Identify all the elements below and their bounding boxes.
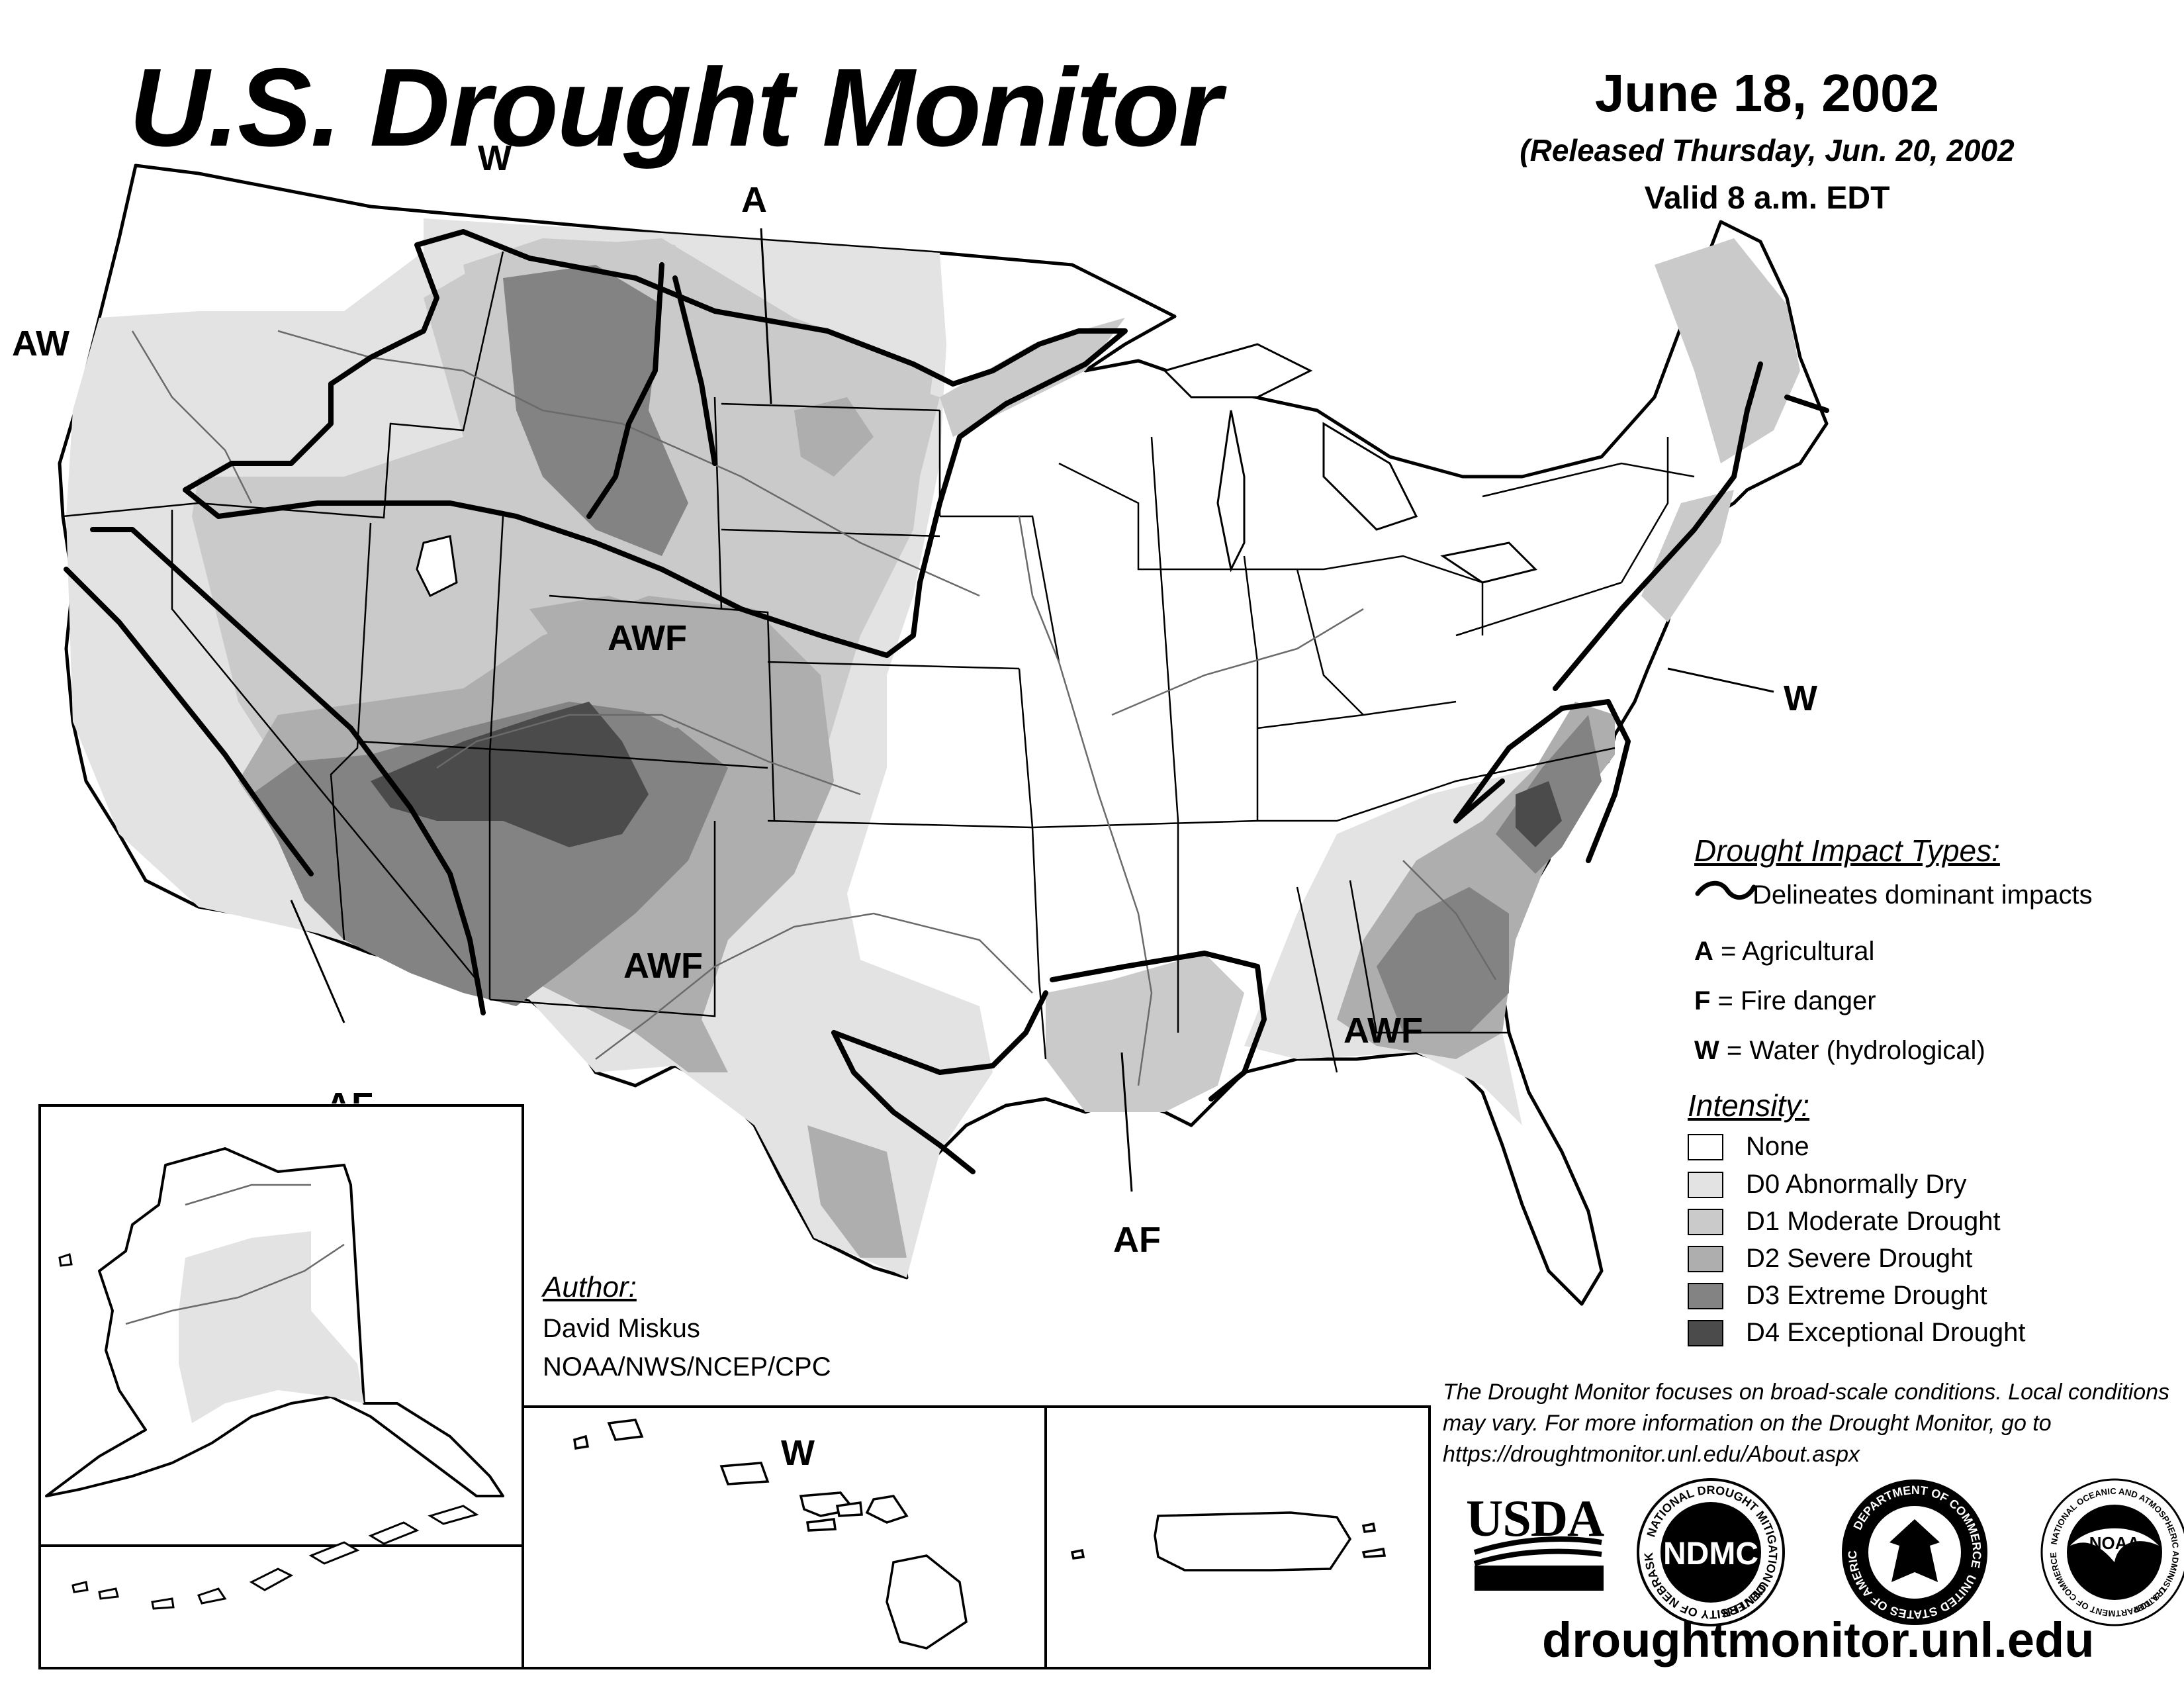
alaska-inset xyxy=(45,1147,504,1610)
intensity-d1: D1 Moderate Drought xyxy=(1746,1207,2001,1236)
valid-time: Valid 8 a.m. EDT xyxy=(1644,181,1890,216)
impact-types-heading: Drought Impact Types: xyxy=(1694,833,2000,868)
delineates-label: Delineates dominant impacts xyxy=(1752,880,2093,910)
label-awf-southeast: AWF xyxy=(1343,1011,1423,1051)
label-w-hawaii: W xyxy=(781,1433,815,1473)
usda-logo-base xyxy=(1475,1566,1604,1591)
drought-shading xyxy=(66,218,1800,1278)
swatch-d0 xyxy=(1688,1172,1723,1198)
page-title: U.S. Drought Monitor xyxy=(129,45,1222,169)
usda-logo-text: USDA xyxy=(1466,1489,1604,1547)
noaa-seal: NATIONAL OCEANIC AND ATMOSPHERIC ADMINIS… xyxy=(2040,1478,2184,1626)
impact-agricultural: A = Agricultural xyxy=(1694,937,1875,966)
delineate-symbol xyxy=(1695,880,1756,900)
intensity-none: None xyxy=(1746,1132,1809,1161)
usda-logo: USDA xyxy=(1466,1493,1612,1544)
author-org: NOAA/NWS/NCEP/CPC xyxy=(543,1352,831,1382)
intensity-d4: D4 Exceptional Drought xyxy=(1746,1318,2026,1347)
hawaii-inset xyxy=(573,1419,968,1650)
label-aw-west: AW xyxy=(12,324,69,363)
site-url[interactable]: droughtmonitor.unl.edu xyxy=(1542,1613,2095,1667)
state-boundaries xyxy=(62,251,1695,1073)
intensity-d0: D0 Abnormally Dry xyxy=(1746,1170,1967,1199)
label-af-southwest: AF xyxy=(326,1088,373,1103)
lakes xyxy=(416,343,1537,598)
impact-boundaries xyxy=(64,229,1829,1174)
swatch-none xyxy=(1688,1134,1723,1160)
intensity-d3: D3 Extreme Drought xyxy=(1746,1281,1987,1310)
release-date: (Released Thursday, Jun. 20, 2002 xyxy=(1520,133,2015,167)
map-date: June 18, 2002 xyxy=(1594,64,1940,122)
label-w-east: W xyxy=(1784,679,1817,718)
swatch-d1 xyxy=(1688,1209,1723,1235)
ndmc-text: NDMC xyxy=(1663,1536,1758,1571)
usda-logo-waves xyxy=(1473,1536,1602,1566)
noaa-text: NOAA xyxy=(2089,1533,2140,1553)
disclaimer-text: The Drought Monitor focuses on broad-sca… xyxy=(1443,1380,2170,1467)
author-name: David Miskus xyxy=(543,1314,700,1343)
impact-fire: F = Fire danger xyxy=(1694,986,1876,1015)
impact-water: W = Water (hydrological) xyxy=(1694,1036,1985,1065)
author-heading: Author: xyxy=(543,1271,637,1303)
intensity-d2: D2 Severe Drought xyxy=(1746,1244,1973,1273)
swatch-d4 xyxy=(1688,1320,1723,1346)
puerto-rico-inset xyxy=(1070,1511,1387,1571)
intensity-heading: Intensity: xyxy=(1688,1088,1810,1123)
rivers xyxy=(131,330,1497,1086)
swatch-d2 xyxy=(1688,1246,1723,1272)
swatch-d3 xyxy=(1688,1283,1723,1309)
label-a-north: A xyxy=(741,180,767,220)
label-leaders xyxy=(290,228,1774,1490)
label-awf-colorado: AWF xyxy=(608,618,687,658)
label-w-north: W xyxy=(478,138,512,178)
label-af-gulf: AF xyxy=(1113,1220,1161,1260)
label-awf-texas: AWF xyxy=(623,946,703,986)
